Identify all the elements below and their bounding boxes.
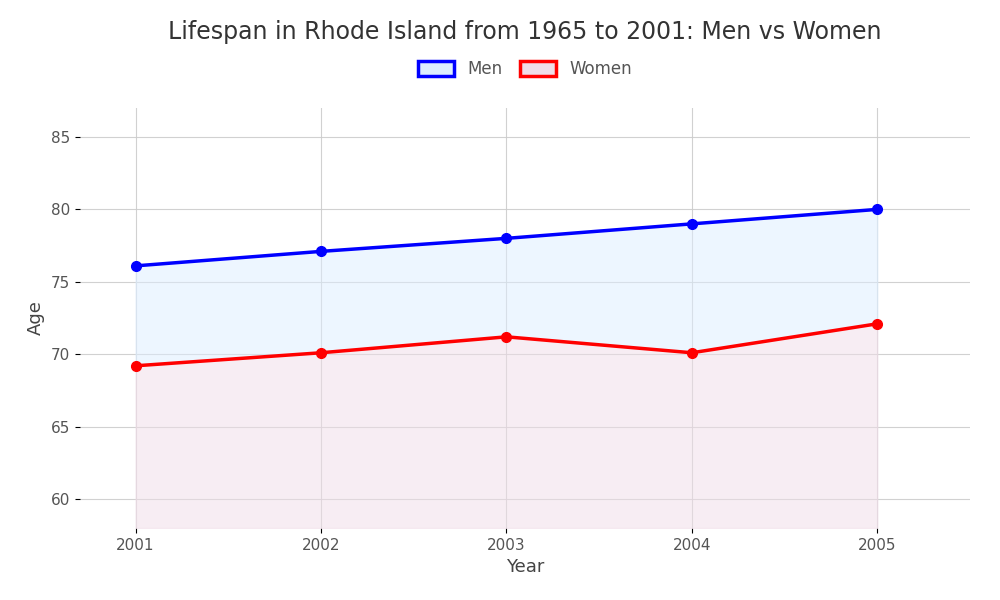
Y-axis label: Age: Age [27, 301, 45, 335]
X-axis label: Year: Year [506, 558, 544, 576]
Legend: Men, Women: Men, Women [411, 53, 639, 85]
Title: Lifespan in Rhode Island from 1965 to 2001: Men vs Women: Lifespan in Rhode Island from 1965 to 20… [168, 20, 882, 44]
